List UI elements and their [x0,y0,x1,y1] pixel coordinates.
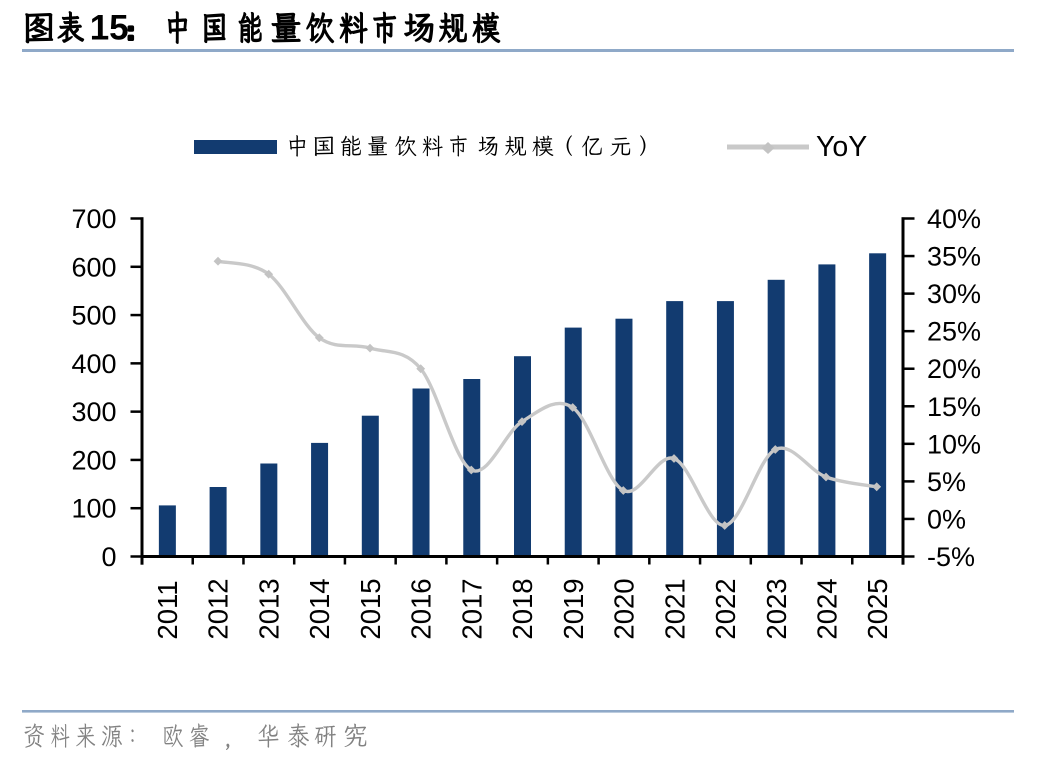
svg-text:2012: 2012 [203,578,234,639]
svg-text:0: 0 [101,542,116,572]
svg-text:2019: 2019 [558,578,589,639]
svg-text:2024: 2024 [812,578,843,639]
svg-text:5%: 5% [927,467,966,497]
svg-text:2023: 2023 [761,578,792,639]
svg-text:35%: 35% [927,242,981,272]
svg-text:15%: 15% [927,392,981,422]
svg-text:100: 100 [71,494,116,524]
svg-text:700: 700 [71,204,116,234]
svg-text:2017: 2017 [456,578,487,639]
svg-text:2014: 2014 [304,578,335,639]
svg-text:500: 500 [71,301,116,331]
svg-text:400: 400 [71,349,116,379]
svg-text:600: 600 [71,252,116,282]
svg-text:25%: 25% [927,317,981,347]
svg-text:200: 200 [71,445,116,475]
svg-text:2011: 2011 [152,580,183,639]
svg-text:2018: 2018 [507,578,538,639]
svg-text:2021: 2021 [659,578,690,639]
svg-text:40%: 40% [927,204,981,234]
svg-text:30%: 30% [927,279,981,309]
svg-text:0%: 0% [927,504,966,534]
svg-text:15: 15 [90,9,129,48]
svg-text:2016: 2016 [406,578,437,639]
svg-text:2022: 2022 [710,578,741,639]
svg-text:2015: 2015 [355,578,386,639]
svg-text:20%: 20% [927,354,981,384]
svg-text:10%: 10% [927,429,981,459]
svg-text:2020: 2020 [609,578,640,639]
svg-text:YoY: YoY [816,131,867,163]
svg-text:2013: 2013 [253,578,284,639]
svg-text:2025: 2025 [862,578,893,639]
svg-text:-5%: -5% [927,542,975,572]
svg-text:300: 300 [71,397,116,427]
